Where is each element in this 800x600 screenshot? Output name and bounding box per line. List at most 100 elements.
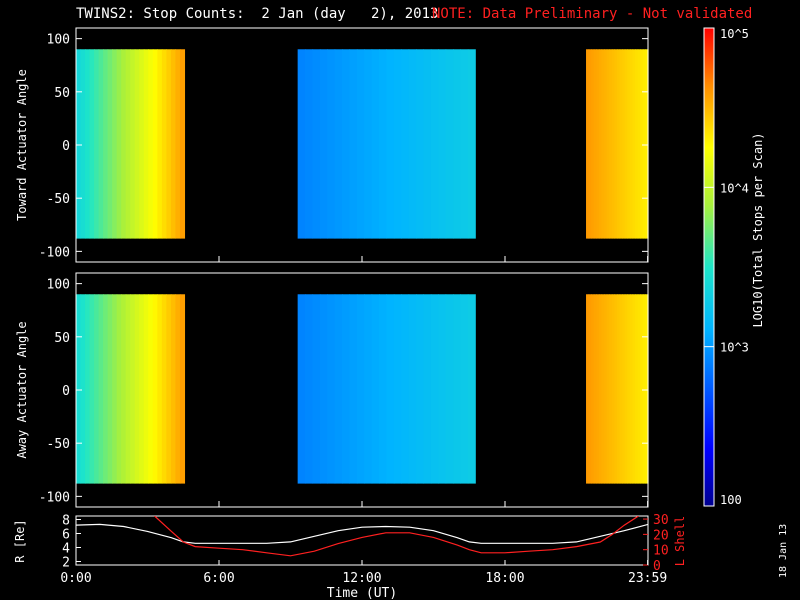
toward-heatmap-cell-1-2 xyxy=(312,49,321,239)
toward-heatmap-cell-0-2 xyxy=(85,49,91,239)
toward-heatmap-cell-2-23 xyxy=(645,49,649,239)
away-heatmap-cell-0-23 xyxy=(179,294,186,484)
x-axis: 0:00 6:00 12:00 18:00 23:59 Time (UT) xyxy=(60,571,667,600)
away-heatmap-cell-1-14 xyxy=(401,294,410,484)
toward-ytick-label: 100 xyxy=(47,33,70,48)
away-heatmap-cell-2-6 xyxy=(601,294,605,484)
away-heatmap-cell-2-7 xyxy=(604,294,608,484)
toward-heatmap-cell-1-10 xyxy=(371,49,380,239)
away-heatmap-cell-0-8 xyxy=(112,294,118,484)
away-heatmap-cell-2-2 xyxy=(591,294,595,484)
toward-heatmap-cell-1-3 xyxy=(319,49,328,239)
toward-heatmap-cell-1-0 xyxy=(297,49,306,239)
away-heatmap-cell-1-13 xyxy=(393,294,402,484)
orbit-ytick-label-left: 4 xyxy=(62,542,70,557)
orbit-ytick-label-right: 0 xyxy=(653,559,661,574)
toward-heatmap-cell-2-0 xyxy=(586,49,590,239)
colorbar: 100 10^3 10^4 10^5 LOG10(Total Stops per Sca… xyxy=(703,27,765,507)
toward-heatmap-cell-1-14 xyxy=(401,49,410,239)
away-heatmap-cell-0-0 xyxy=(76,294,82,484)
toward-heatmap-cell-0-20 xyxy=(166,49,172,239)
toward-heatmap-cell-2-10 xyxy=(611,49,616,239)
away-heatmap-cell-0-12 xyxy=(130,294,136,484)
toward-heatmap-cell-0-8 xyxy=(112,49,118,239)
toward-ytick-label: -100 xyxy=(39,245,70,260)
toward-heatmap-cell-1-19 xyxy=(438,49,447,239)
toward-heatmap-cell-0-18 xyxy=(157,49,163,239)
xtick-label: 12:00 xyxy=(342,571,381,586)
toward-heatmap-cell-0-9 xyxy=(116,49,122,239)
away-heatmap-cell-2-8 xyxy=(606,294,610,484)
away-heatmap-cell-1-12 xyxy=(386,294,395,484)
xtick-label: 0:00 xyxy=(60,571,91,586)
away-heatmap-cell-0-9 xyxy=(116,294,122,484)
away-heatmap-cell-1-8 xyxy=(356,294,365,484)
toward-heatmap-cell-1-13 xyxy=(393,49,402,239)
away-heatmap-cell-0-10 xyxy=(121,294,127,484)
away-heatmap-cell-1-5 xyxy=(334,294,343,484)
colorbar-tick-label: 100 xyxy=(720,493,742,507)
toward-heatmap-cell-2-22 xyxy=(642,49,647,239)
toward-heatmap-cell-2-17 xyxy=(629,49,634,239)
toward-ytick-label: -50 xyxy=(47,192,70,207)
colorbar-tick-label: 10^4 xyxy=(720,181,749,195)
away-heatmap-cell-2-9 xyxy=(609,294,613,484)
toward-heatmap-cell-0-17 xyxy=(152,49,158,239)
away-heatmap-cell-0-15 xyxy=(143,294,149,484)
toward-heatmap-cell-1-5 xyxy=(334,49,343,239)
away-heatmap-cell-2-14 xyxy=(622,294,626,484)
xtick-label: 6:00 xyxy=(203,571,234,586)
toward-heatmap-cell-0-7 xyxy=(107,49,113,239)
toward-heatmap-cell-0-11 xyxy=(125,49,131,239)
toward-heatmap-cell-2-2 xyxy=(591,49,595,239)
toward-heatmap-cell-2-21 xyxy=(640,49,644,239)
toward-heatmap-cell-1-11 xyxy=(379,49,388,239)
toward-heatmap-cell-2-7 xyxy=(604,49,608,239)
toward-heatmap-cell-1-20 xyxy=(445,49,454,239)
away-heatmap-cell-1-15 xyxy=(408,294,417,484)
away-heatmap-cell-0-11 xyxy=(125,294,131,484)
r-series-line xyxy=(76,523,648,544)
away-heatmap-cell-1-16 xyxy=(416,294,425,484)
away-heatmap-cell-2-17 xyxy=(629,294,634,484)
away-heatmap-cell-0-22 xyxy=(175,294,181,484)
away-heatmap-cell-1-22 xyxy=(460,294,469,484)
colorbar-gradient xyxy=(703,27,715,507)
toward-heatmap-cell-0-5 xyxy=(98,49,104,239)
toward-heatmap-cell-0-22 xyxy=(175,49,181,239)
away-heatmap-cell-0-14 xyxy=(139,294,145,484)
away-heatmap-cell-2-20 xyxy=(637,294,641,484)
toward-heatmap-cell-1-15 xyxy=(408,49,417,239)
toward-heatmap-cell-2-4 xyxy=(596,49,600,239)
away-ytick-label: -50 xyxy=(47,437,70,452)
toward-heatmap-cell-1-23 xyxy=(467,49,476,239)
orbit-ylabel-left: R [Re] xyxy=(13,519,27,562)
toward-heatmap-cell-0-6 xyxy=(103,49,109,239)
toward-heatmap-cell-0-12 xyxy=(130,49,136,239)
orbit-ytick-label-left: 6 xyxy=(62,528,70,543)
toward-heatmap-cell-1-8 xyxy=(356,49,365,239)
toward-ytick-label: 50 xyxy=(54,86,70,101)
toward-panel: 100 50 0 -50 -100 Toward Actuator Angle xyxy=(15,27,649,263)
away-heatmap-cell-2-23 xyxy=(645,294,649,484)
toward-heatmap-cell-1-17 xyxy=(423,49,432,239)
orbit-ytick-label-right: 20 xyxy=(653,528,669,543)
toward-heatmap-cell-2-11 xyxy=(614,49,618,239)
toward-heatmap-cell-1-16 xyxy=(416,49,425,239)
away-heatmap-cell-2-0 xyxy=(586,294,590,484)
toward-heatmap-cell-0-16 xyxy=(148,49,154,239)
toward-heatmap-cell-1-18 xyxy=(430,49,439,239)
away-heatmap-cell-2-18 xyxy=(632,294,636,484)
colorbar-label: LOG10(Total Stops per Scan) xyxy=(751,132,765,327)
away-ytick-label: 50 xyxy=(54,331,70,346)
away-heatmap-cell-2-21 xyxy=(640,294,644,484)
toward-heatmap-cell-2-5 xyxy=(598,49,603,239)
toward-heatmap-cell-0-10 xyxy=(121,49,127,239)
away-heatmap-cell-0-3 xyxy=(89,294,95,484)
orbit-ytick-label-right: 30 xyxy=(653,513,669,528)
away-heatmap-cell-1-1 xyxy=(305,294,314,484)
away-heatmap-cell-1-21 xyxy=(453,294,462,484)
toward-heatmap-cell-2-9 xyxy=(609,49,613,239)
